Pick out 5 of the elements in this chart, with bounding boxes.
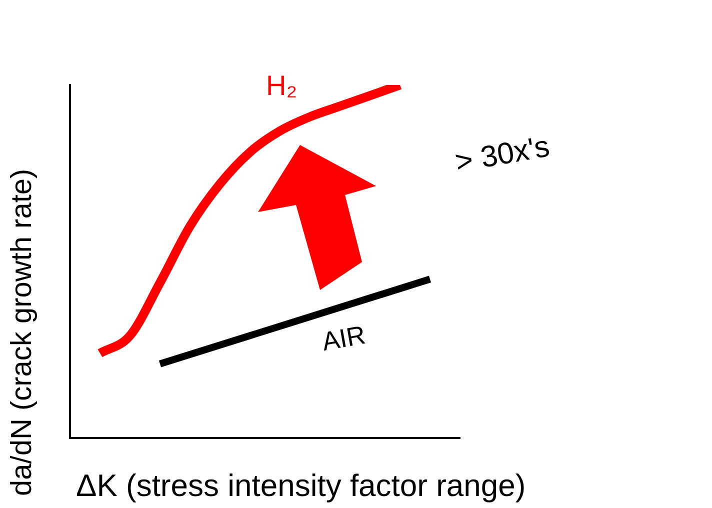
- annotation: > 30x's: [452, 130, 552, 179]
- y-axis-title: da/dN (crack growth rate): [6, 168, 38, 496]
- series-label: H₂: [266, 70, 298, 101]
- text: AIR: [320, 319, 368, 357]
- x-axis-title: ΔK (stress intensity factor range): [76, 468, 526, 503]
